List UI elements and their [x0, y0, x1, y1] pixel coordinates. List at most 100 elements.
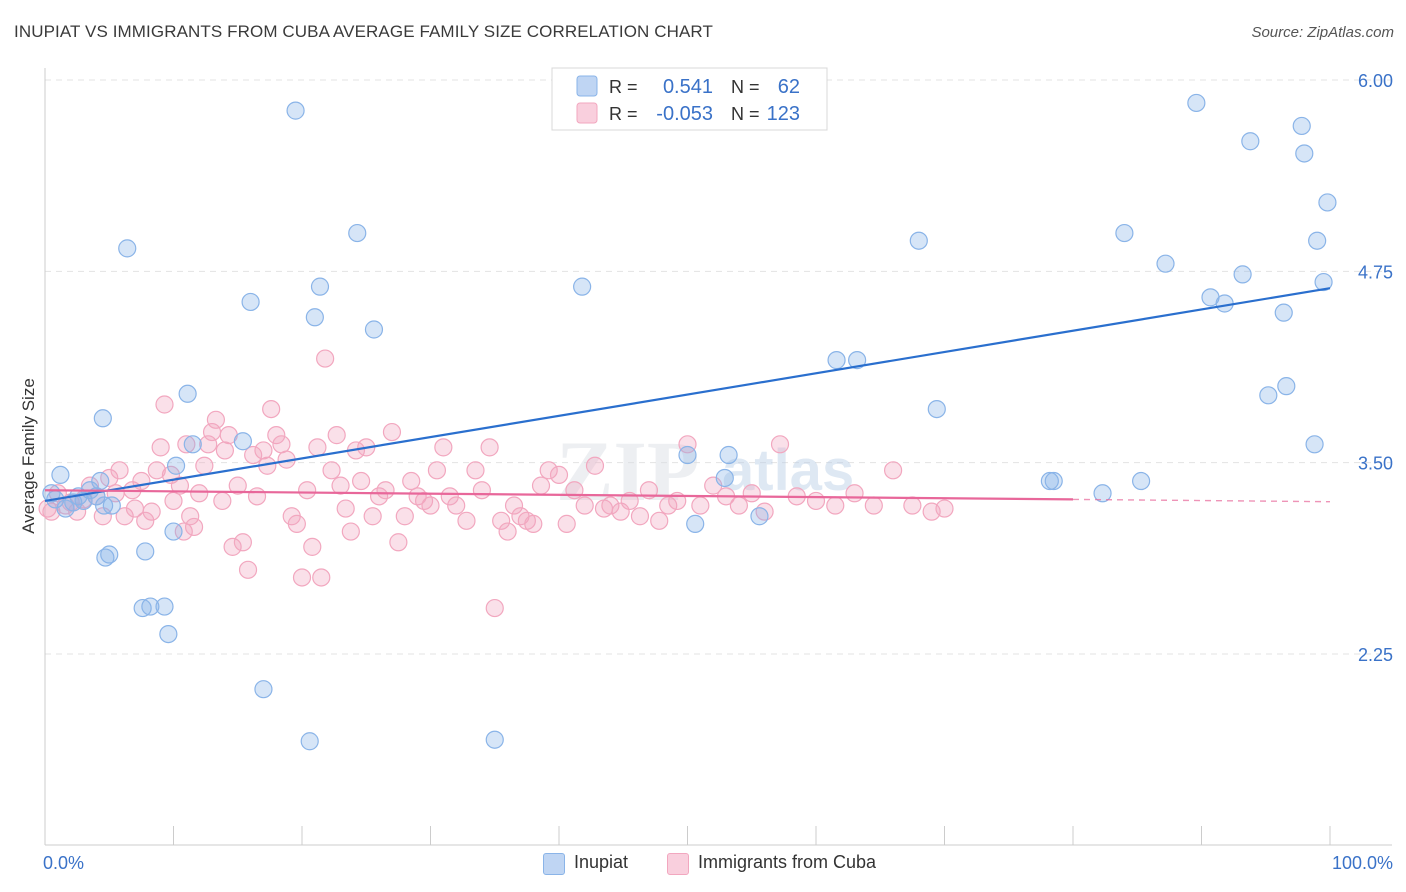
inupiat-point-31: [310, 277, 330, 296]
source-label: Source: ZipAtlas.com: [1251, 24, 1394, 41]
cuba-point-75: [427, 461, 447, 480]
inupiat-point-61: [1305, 435, 1324, 454]
cuba-point-78: [447, 496, 466, 515]
inupiat-point-50: [1156, 254, 1175, 273]
watermark-atlas: atlas: [722, 438, 854, 503]
legend-r-value-1: 0.541: [663, 76, 713, 98]
chart-title: INUPIAT VS IMMIGRANTS FROM CUBA AVERAGE …: [14, 22, 713, 41]
inupiat-point-46: [1044, 471, 1063, 491]
inupiat-point-64: [1318, 193, 1337, 212]
inupiat-point-42: [848, 351, 867, 370]
legend-bottom-cuba: Immigrants from Cuba: [698, 852, 877, 872]
cuba-point-45: [262, 399, 281, 419]
cuba-point-19: [147, 461, 166, 480]
legend-swatch-cuba: [576, 102, 598, 124]
cuba-point-118: [864, 496, 883, 515]
cuba-point-83: [485, 598, 504, 618]
cuba-point-111: [742, 484, 761, 503]
cuba-point-84: [492, 511, 511, 530]
inupiat-point-60: [1295, 144, 1314, 163]
legend-n-label-1: N =: [731, 77, 760, 97]
cuba-point-18: [142, 502, 161, 521]
cuba-point-98: [601, 496, 620, 515]
cuba-point-119: [883, 461, 903, 480]
inupiat-points: [42, 93, 1337, 751]
y-tick-label-2: 4.75: [1358, 262, 1393, 282]
inupiat-point-32: [348, 223, 367, 243]
cuba-point-72: [408, 487, 427, 506]
cuba-point-12: [110, 461, 129, 480]
cuba-point-39: [233, 533, 252, 552]
cuba-point-94: [565, 481, 584, 500]
cuba-point-50: [287, 514, 306, 533]
cuba-point-95: [575, 496, 594, 515]
cuba-point-54: [308, 438, 327, 457]
watermark-zip: ZIP: [556, 423, 699, 519]
cuba-trend-extension: [1072, 498, 1331, 503]
cuba-point-106: [678, 435, 697, 454]
inupiat-point-49: [1132, 471, 1151, 491]
cuba-point-56: [316, 349, 335, 368]
cuba-point-100: [620, 491, 639, 511]
legend-n-value-1: 62: [778, 76, 800, 98]
cuba-point-59: [331, 476, 350, 495]
cuba-point-103: [650, 511, 669, 530]
legend-r-value-2: -0.053: [656, 103, 713, 125]
inupiat-point-55: [1241, 132, 1260, 151]
inupiat-point-20: [159, 625, 178, 644]
cuba-point-13: [115, 507, 134, 526]
inupiat-point-59: [1292, 116, 1311, 136]
inupiat-point-29: [300, 732, 319, 751]
watermark: ZIP atlas: [556, 423, 854, 519]
inupiat-point-11: [93, 409, 112, 428]
cuba-point-65: [363, 507, 382, 526]
cuba-point-101: [630, 507, 650, 526]
inupiat-point-53: [1215, 294, 1234, 313]
inupiat-point-18: [141, 597, 160, 616]
cuba-point-35: [215, 441, 234, 460]
legend-swatch-inupiat: [576, 75, 598, 97]
cuba-point-26: [177, 435, 196, 454]
inupiat-point-41: [827, 351, 846, 370]
cuba-point-28: [184, 517, 204, 537]
cuba-point-29: [190, 484, 209, 503]
cuba-point-96: [585, 456, 605, 475]
axes: [44, 68, 1392, 846]
legend-bottom-inupiat: Inupiat: [574, 852, 629, 872]
cuba-point-113: [770, 435, 790, 454]
y-axis-label: Average Family Size: [19, 378, 38, 534]
trend-lines: [44, 287, 1331, 503]
inupiat-point-54: [1233, 265, 1252, 284]
inupiat-trend-line: [44, 287, 1331, 503]
legend-top: R = 0.541 N = 62 R = -0.053 N = 123: [551, 67, 828, 131]
legend-bottom: Inupiat Immigrants from Cuba: [0, 850, 1406, 880]
inupiat-point-58: [1277, 377, 1296, 396]
x-tick-label-min: 0.0%: [43, 853, 84, 873]
inupiat-point-15: [118, 239, 137, 258]
legend-r-label-2: R =: [609, 104, 638, 124]
cuba-point-116: [826, 496, 845, 515]
cuba-point-70: [395, 507, 414, 526]
cuba-point-25: [174, 522, 193, 541]
y-tick-label-0: 2.25: [1358, 645, 1393, 665]
y-tick-label-3: 6.00: [1358, 71, 1393, 91]
inupiat-point-21: [164, 522, 183, 541]
cuba-point-104: [659, 496, 678, 515]
legend-r-label-1: R =: [609, 77, 638, 97]
cuba-point-57: [322, 461, 341, 480]
cuba-point-60: [336, 499, 355, 518]
cuba-point-80: [466, 461, 485, 480]
cuba-point-23: [164, 491, 183, 511]
cuba-point-38: [228, 476, 247, 495]
inupiat-point-51: [1187, 93, 1206, 113]
cuba-point-74: [421, 496, 440, 515]
inupiat-point-39: [719, 445, 738, 465]
cuba-point-110: [729, 496, 749, 515]
inupiat-point-38: [715, 468, 734, 488]
inupiat-point-34: [485, 730, 504, 749]
cuba-point-30: [195, 456, 214, 475]
cuba-point-76: [434, 438, 453, 457]
cuba-point-69: [389, 533, 408, 552]
inupiat-point-19: [155, 597, 174, 616]
